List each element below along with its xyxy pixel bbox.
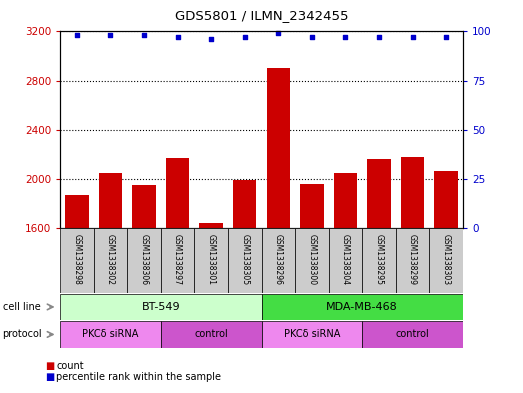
Point bbox=[442, 34, 450, 40]
Bar bbox=[99, 173, 122, 228]
Text: GSM1338297: GSM1338297 bbox=[173, 234, 182, 285]
Bar bbox=[362, 321, 463, 348]
Bar bbox=[166, 158, 189, 228]
Bar bbox=[60, 294, 262, 320]
Text: protocol: protocol bbox=[3, 329, 42, 340]
Text: GSM1338304: GSM1338304 bbox=[341, 234, 350, 286]
Text: count: count bbox=[56, 361, 84, 371]
Bar bbox=[132, 185, 156, 228]
Bar bbox=[295, 228, 328, 293]
Bar bbox=[161, 228, 195, 293]
Bar bbox=[262, 228, 295, 293]
Point bbox=[140, 32, 148, 39]
Bar bbox=[334, 173, 357, 228]
Text: control: control bbox=[194, 329, 228, 340]
Bar bbox=[434, 171, 458, 228]
Point bbox=[174, 34, 182, 40]
Text: BT-549: BT-549 bbox=[142, 302, 180, 312]
Point bbox=[375, 34, 383, 40]
Point bbox=[106, 32, 115, 39]
Text: ■: ■ bbox=[45, 361, 54, 371]
Text: cell line: cell line bbox=[3, 302, 40, 312]
Text: ■: ■ bbox=[45, 372, 54, 382]
Text: GDS5801 / ILMN_2342455: GDS5801 / ILMN_2342455 bbox=[175, 9, 348, 22]
Bar bbox=[228, 228, 262, 293]
Text: GSM1338300: GSM1338300 bbox=[308, 234, 316, 286]
Text: PKCδ siRNA: PKCδ siRNA bbox=[82, 329, 139, 340]
Point bbox=[73, 32, 81, 39]
Bar bbox=[60, 321, 161, 348]
Bar bbox=[396, 228, 429, 293]
Text: control: control bbox=[395, 329, 429, 340]
Bar bbox=[401, 157, 424, 228]
Bar bbox=[362, 228, 396, 293]
Bar bbox=[195, 228, 228, 293]
Bar bbox=[127, 228, 161, 293]
Bar bbox=[300, 184, 324, 228]
Point bbox=[408, 34, 417, 40]
Text: percentile rank within the sample: percentile rank within the sample bbox=[56, 372, 221, 382]
Bar bbox=[65, 195, 89, 228]
Point bbox=[308, 34, 316, 40]
Bar bbox=[262, 321, 362, 348]
Text: PKCδ siRNA: PKCδ siRNA bbox=[283, 329, 340, 340]
Text: GSM1338301: GSM1338301 bbox=[207, 234, 215, 285]
Text: GSM1338305: GSM1338305 bbox=[240, 234, 249, 286]
Bar bbox=[60, 228, 94, 293]
Bar bbox=[199, 223, 223, 228]
Bar bbox=[267, 68, 290, 228]
Bar bbox=[262, 294, 463, 320]
Text: GSM1338303: GSM1338303 bbox=[441, 234, 451, 286]
Bar bbox=[328, 228, 362, 293]
Point bbox=[241, 34, 249, 40]
Bar bbox=[429, 228, 463, 293]
Text: MDA-MB-468: MDA-MB-468 bbox=[326, 302, 398, 312]
Text: GSM1338299: GSM1338299 bbox=[408, 234, 417, 285]
Text: GSM1338296: GSM1338296 bbox=[274, 234, 283, 285]
Bar bbox=[94, 228, 127, 293]
Point bbox=[341, 34, 349, 40]
Bar bbox=[367, 159, 391, 228]
Point bbox=[274, 30, 282, 37]
Text: GSM1338295: GSM1338295 bbox=[374, 234, 383, 285]
Text: GSM1338302: GSM1338302 bbox=[106, 234, 115, 285]
Text: GSM1338298: GSM1338298 bbox=[72, 234, 82, 285]
Bar bbox=[161, 321, 262, 348]
Text: GSM1338306: GSM1338306 bbox=[140, 234, 149, 286]
Point bbox=[207, 36, 215, 42]
Bar bbox=[233, 180, 256, 228]
